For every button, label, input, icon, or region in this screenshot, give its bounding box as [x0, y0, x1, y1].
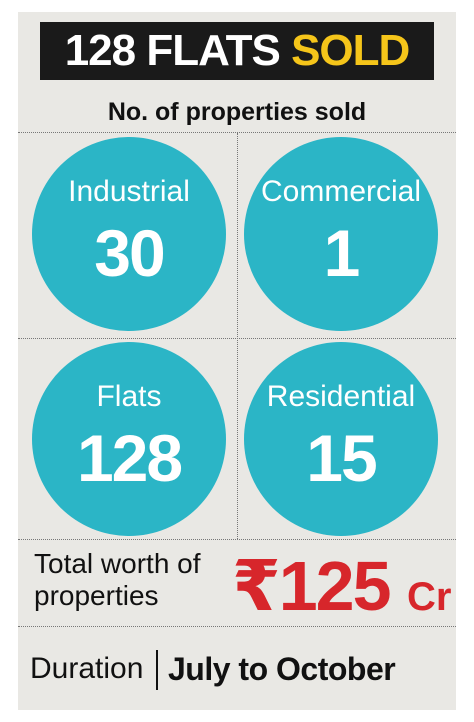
stat-value: 15 — [306, 421, 377, 495]
duration-label: Duration — [30, 652, 144, 685]
currency: ₹ — [232, 547, 281, 625]
subtitle: No. of properties sold — [18, 92, 456, 133]
separator — [156, 650, 158, 690]
stat-circle: Industrial 30 — [32, 137, 226, 331]
stat-circle: Residential 15 — [244, 342, 438, 536]
stat-label: Commercial — [260, 175, 422, 208]
divider — [18, 626, 456, 627]
infographic: 128 FLATS SOLD No. of properties sold In… — [18, 12, 456, 710]
stat-circle: Flats 128 — [32, 342, 226, 536]
total-label: Total worth of properties — [34, 548, 201, 612]
unit: Cr — [406, 575, 452, 619]
title-highlight: SOLD — [291, 26, 410, 75]
total-label-line: properties — [34, 580, 159, 611]
stat-value: 1 — [323, 216, 361, 290]
stat-circle: Commercial 1 — [244, 137, 438, 331]
stat-label: Industrial — [68, 175, 190, 208]
total-label-line: Total worth of — [34, 548, 201, 579]
duration-value: July to October — [168, 651, 396, 687]
divider — [237, 133, 238, 539]
amount: 125 — [278, 547, 392, 625]
title: 128 FLATS — [64, 26, 281, 75]
header: 128 FLATS SOLD — [40, 22, 434, 80]
stat-label: Flats — [96, 380, 162, 413]
stat-value: 128 — [76, 421, 183, 495]
stat-value: 30 — [94, 216, 165, 290]
total-value: ₹125 Cr — [232, 546, 451, 637]
stat-label: Residential — [266, 380, 416, 413]
divider — [18, 539, 456, 540]
divider — [18, 338, 456, 339]
